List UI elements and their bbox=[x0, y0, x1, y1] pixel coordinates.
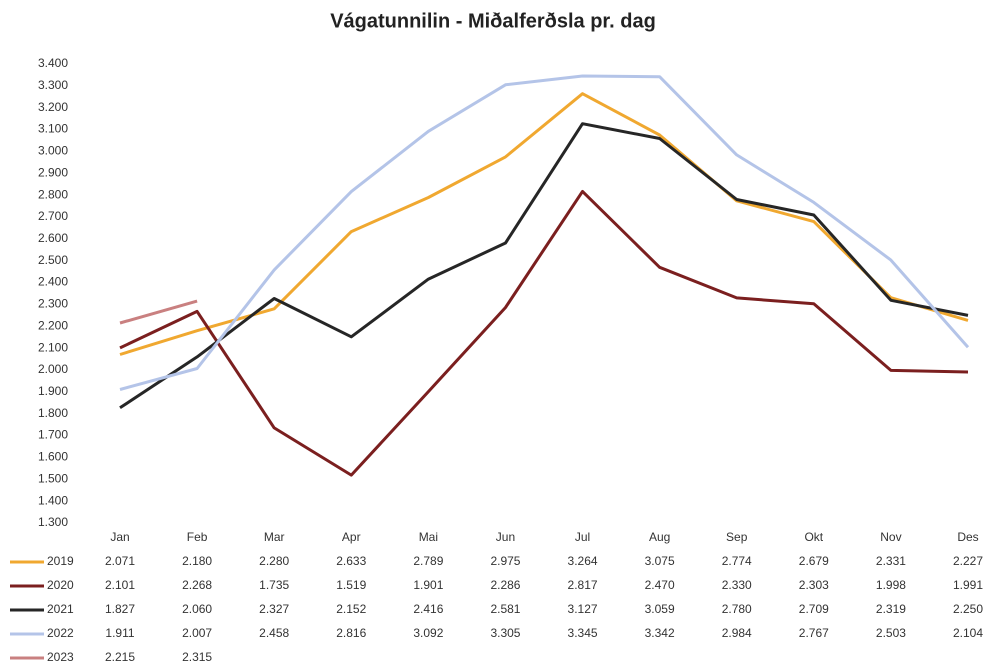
series-line bbox=[119, 122, 969, 410]
table-cell: 2.007 bbox=[182, 626, 212, 640]
legend-label: 2021 bbox=[47, 602, 74, 616]
table-cell: 2.581 bbox=[490, 602, 520, 616]
y-tick-label: 2.000 bbox=[38, 362, 68, 376]
table-cell: 2.816 bbox=[336, 626, 366, 640]
y-tick-label: 2.400 bbox=[38, 275, 68, 289]
table-cell: 2.470 bbox=[645, 578, 675, 592]
x-tick-label: Jul bbox=[575, 530, 590, 544]
y-tick-label: 2.600 bbox=[38, 231, 68, 245]
y-tick-label: 1.300 bbox=[38, 515, 68, 529]
table-cell: 1.901 bbox=[413, 578, 443, 592]
table-cell: 2.227 bbox=[953, 554, 983, 568]
table-cell: 2.789 bbox=[413, 554, 443, 568]
series-line bbox=[119, 92, 969, 356]
y-tick-label: 2.200 bbox=[38, 318, 68, 332]
table-cell: 1.991 bbox=[953, 578, 983, 592]
table-cell: 1.911 bbox=[105, 626, 134, 640]
y-tick-label: 2.900 bbox=[38, 165, 68, 179]
table-cell: 2.416 bbox=[413, 602, 443, 616]
table-cell: 1.519 bbox=[336, 578, 366, 592]
x-tick-label: Sep bbox=[726, 530, 748, 544]
table-cell: 2.458 bbox=[259, 626, 289, 640]
table-cell: 3.075 bbox=[645, 554, 675, 568]
series-line bbox=[119, 74, 970, 391]
table-cell: 2.330 bbox=[722, 578, 752, 592]
x-tick-label: Aug bbox=[649, 530, 670, 544]
table-cell: 2.817 bbox=[568, 578, 598, 592]
table-cell: 3.264 bbox=[568, 554, 598, 568]
table-cell: 1.827 bbox=[105, 602, 135, 616]
y-tick-label: 3.300 bbox=[38, 78, 68, 92]
table-cell: 2.503 bbox=[876, 626, 906, 640]
table-cell: 2.679 bbox=[799, 554, 829, 568]
table-cell: 3.305 bbox=[490, 626, 520, 640]
table-cell: 2.633 bbox=[336, 554, 366, 568]
table-cell: 1.998 bbox=[876, 578, 906, 592]
table-cell: 2.984 bbox=[722, 626, 752, 640]
legend-label: 2020 bbox=[47, 578, 74, 592]
x-tick-label: Feb bbox=[187, 530, 208, 544]
table-cell: 3.127 bbox=[568, 602, 598, 616]
x-tick-label: Mai bbox=[419, 530, 438, 544]
y-tick-label: 1.800 bbox=[38, 406, 68, 420]
table-cell: 2.152 bbox=[336, 602, 366, 616]
y-tick-label: 3.000 bbox=[38, 144, 68, 158]
legend-label: 2023 bbox=[47, 650, 74, 664]
y-tick-label: 2.800 bbox=[38, 187, 68, 201]
table-cell: 2.315 bbox=[182, 650, 212, 664]
x-tick-label: Okt bbox=[804, 530, 823, 544]
table-cell: 2.709 bbox=[799, 602, 829, 616]
y-tick-label: 1.900 bbox=[38, 384, 68, 398]
table-cell: 3.092 bbox=[413, 626, 443, 640]
table-cell: 2.250 bbox=[953, 602, 983, 616]
x-tick-label: Jan bbox=[110, 530, 129, 544]
y-tick-label: 2.300 bbox=[38, 297, 68, 311]
table-cell: 2.071 bbox=[105, 554, 135, 568]
y-tick-label: 3.200 bbox=[38, 100, 68, 114]
table-cell: 2.060 bbox=[182, 602, 212, 616]
y-tick-label: 1.400 bbox=[38, 493, 68, 507]
table-cell: 2.268 bbox=[182, 578, 212, 592]
y-tick-label: 2.500 bbox=[38, 253, 68, 267]
y-tick-label: 3.400 bbox=[38, 56, 68, 70]
table-cell: 2.767 bbox=[799, 626, 829, 640]
table-cell: 2.319 bbox=[876, 602, 906, 616]
table-cell: 2.215 bbox=[105, 650, 135, 664]
x-tick-label: Des bbox=[957, 530, 978, 544]
y-tick-label: 3.100 bbox=[38, 122, 68, 136]
y-tick-label: 2.700 bbox=[38, 209, 68, 223]
table-cell: 2.303 bbox=[799, 578, 829, 592]
table-cell: 2.101 bbox=[105, 578, 135, 592]
table-cell: 2.331 bbox=[876, 554, 906, 568]
table-cell: 3.059 bbox=[645, 602, 675, 616]
y-tick-label: 1.700 bbox=[38, 428, 68, 442]
x-tick-label: Mar bbox=[264, 530, 285, 544]
x-tick-label: Nov bbox=[880, 530, 901, 544]
series-line bbox=[119, 189, 969, 477]
y-tick-label: 1.600 bbox=[38, 450, 68, 464]
legend-label: 2019 bbox=[47, 554, 74, 568]
chart-title: Vágatunnilin - Miðalferðsla pr. dag bbox=[330, 10, 656, 32]
x-tick-label: Apr bbox=[342, 530, 361, 544]
legend-label: 2022 bbox=[47, 626, 74, 640]
table-cell: 1.735 bbox=[259, 578, 289, 592]
table-cell: 2.286 bbox=[490, 578, 520, 592]
table-cell: 2.780 bbox=[722, 602, 752, 616]
table-cell: 2.975 bbox=[490, 554, 520, 568]
table-cell: 2.180 bbox=[182, 554, 212, 568]
table-cell: 3.342 bbox=[645, 626, 675, 640]
series-line bbox=[119, 299, 198, 325]
table-cell: 3.345 bbox=[568, 626, 598, 640]
y-tick-label: 1.500 bbox=[38, 471, 68, 485]
x-tick-label: Jun bbox=[496, 530, 515, 544]
y-tick-label: 2.100 bbox=[38, 340, 68, 354]
table-cell: 2.280 bbox=[259, 554, 289, 568]
table-cell: 2.104 bbox=[953, 626, 983, 640]
table-cell: 2.774 bbox=[722, 554, 752, 568]
table-cell: 2.327 bbox=[259, 602, 289, 616]
